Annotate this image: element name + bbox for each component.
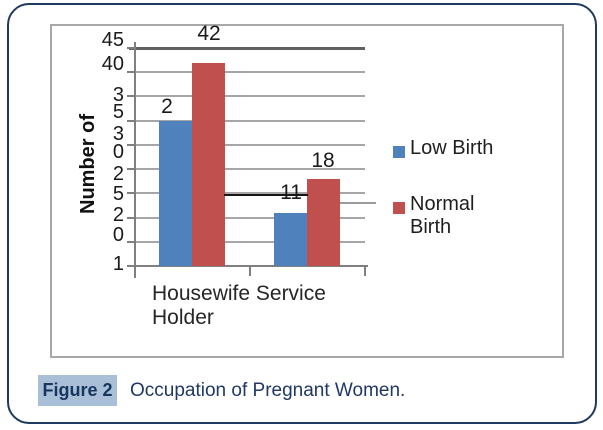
y-axis-tick-label: 5 xyxy=(112,101,124,123)
x-axis-category-labels: Housewife Service Holder xyxy=(152,282,326,330)
x-axis-tick-1 xyxy=(249,266,251,276)
gridline-40 xyxy=(135,71,365,73)
bar-normal-birth-service-holder xyxy=(307,179,340,266)
data-label-low-birth-service-holder: 11 xyxy=(280,181,302,204)
y-axis-tick-label: 0 xyxy=(112,224,124,246)
y-axis-tick-20 xyxy=(127,168,135,170)
legend-label-low-birth: Low Birth xyxy=(410,137,494,159)
gridline-15 xyxy=(135,192,365,194)
gridline-45 xyxy=(129,47,365,50)
y-axis-tick-5 xyxy=(127,241,135,243)
y-axis-tick-15 xyxy=(127,192,135,194)
gridline-5 xyxy=(135,241,365,243)
x-axis-line xyxy=(129,265,368,267)
gridline-30 xyxy=(135,120,365,122)
bar-low-birth-housewife xyxy=(159,121,192,266)
y-axis-tick-25 xyxy=(127,144,135,146)
x-axis-label-line-1: Housewife Service xyxy=(152,282,326,305)
y-axis-tick-label: 40 xyxy=(101,53,124,75)
data-label-normal-birth-housewife: 42 xyxy=(197,22,221,45)
figure-caption-text: Occupation of Pregnant Women. xyxy=(130,379,406,401)
x-axis-tick-2 xyxy=(364,266,366,276)
bar-normal-birth-housewife xyxy=(192,63,225,266)
x-axis-label-line-2: Holder xyxy=(152,306,214,329)
y-axis-tick-label: 1 xyxy=(112,253,124,275)
y-axis-tick-label: 2 xyxy=(112,163,124,185)
y-axis-title: Number of xyxy=(77,114,99,214)
y-axis-tick-label: 3 xyxy=(112,123,124,145)
gridline-10 xyxy=(135,217,365,219)
y-axis-tick-label: 0 xyxy=(112,141,124,163)
y-axis-tick-label: 2 xyxy=(112,204,124,226)
figure-number-badge: Figure 2 xyxy=(38,375,117,406)
legend-label-normal-birth: Normal Birth xyxy=(410,193,475,238)
figure-caption: Figure 2 Occupation of Pregnant Women. xyxy=(38,375,405,406)
bar-low-birth-service-holder xyxy=(274,213,307,266)
gridline-35 xyxy=(135,95,365,97)
legend-swatch-normal-birth-icon xyxy=(393,202,405,214)
x-axis-tick-0 xyxy=(134,266,136,276)
gridline-25 xyxy=(135,144,365,146)
y-axis-line xyxy=(134,42,136,278)
y-axis-tick-30 xyxy=(127,120,135,122)
y-axis-tick-label: 45 xyxy=(101,29,124,51)
dark-horizontal-line xyxy=(224,194,308,196)
y-axis-tick-40 xyxy=(127,71,135,73)
y-axis-tick-35 xyxy=(127,95,135,97)
y-axis-tick-10 xyxy=(127,217,135,219)
y-axis-tick-45 xyxy=(127,47,135,49)
data-label-low-birth-housewife: 2 xyxy=(161,95,173,118)
y-axis-tick-label: 5 xyxy=(112,183,124,205)
gridline-20 xyxy=(135,168,365,170)
gray-horizontal-line xyxy=(340,202,376,204)
y-axis-tick-label: 3 xyxy=(112,84,124,106)
legend-swatch-low-birth-icon xyxy=(393,146,405,158)
data-label-normal-birth-service-holder: 18 xyxy=(311,149,335,172)
